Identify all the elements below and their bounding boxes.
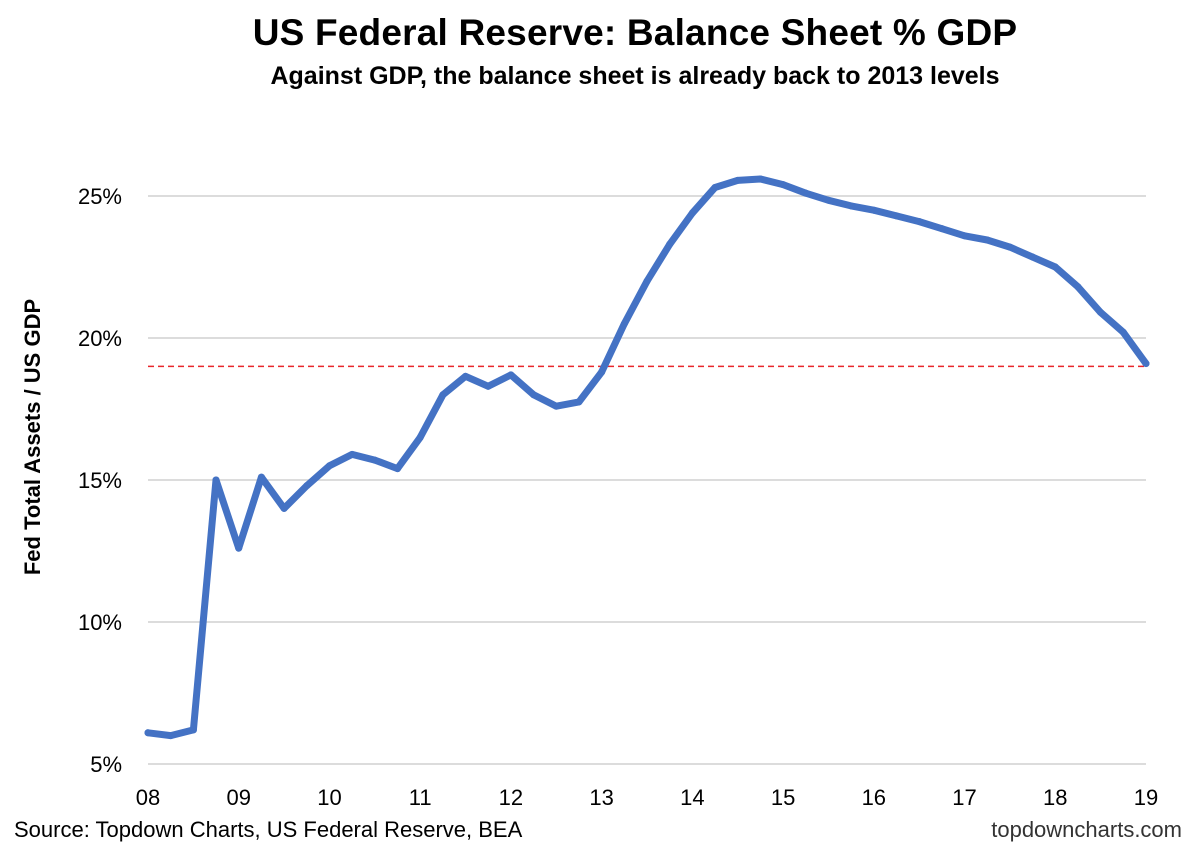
data-point: [598, 368, 606, 376]
y-tick-label: 15%: [78, 468, 122, 493]
data-point: [257, 473, 265, 481]
data-point: [1142, 360, 1150, 368]
data-point: [938, 225, 946, 233]
x-tick-label: 13: [589, 785, 613, 810]
data-point: [893, 212, 900, 220]
data-point: [552, 402, 560, 410]
data-point: [1119, 328, 1127, 336]
data-point: [1029, 253, 1037, 261]
data-point: [530, 391, 538, 399]
x-tick-label: 14: [680, 785, 704, 810]
x-tick-label: 16: [862, 785, 886, 810]
x-tick-label: 09: [226, 785, 250, 810]
data-point: [847, 202, 855, 210]
data-point: [779, 181, 787, 189]
data-point: [348, 450, 356, 458]
data-point: [280, 504, 288, 512]
data-point: [961, 232, 969, 240]
data-point: [303, 482, 311, 490]
x-tick-label: 12: [499, 785, 523, 810]
x-tick-label: 18: [1043, 785, 1067, 810]
watermark-text: topdowncharts.com: [991, 817, 1182, 842]
data-point: [734, 176, 742, 184]
data-point: [144, 729, 152, 737]
data-point: [711, 183, 719, 191]
x-tick-label: 10: [317, 785, 341, 810]
data-point: [1051, 263, 1059, 271]
data-point: [870, 206, 878, 214]
data-point: [620, 320, 628, 328]
data-point: [325, 462, 333, 470]
x-tick-label: 08: [136, 785, 160, 810]
x-tick-label: 11: [409, 785, 432, 810]
y-tick-label: 20%: [78, 326, 122, 351]
y-tick-label: 5%: [90, 752, 122, 777]
data-point: [824, 196, 832, 204]
data-point: [666, 240, 674, 248]
chart-subtitle: Against GDP, the balance sheet is alread…: [270, 62, 1000, 90]
data-point: [983, 236, 991, 244]
data-point: [212, 476, 220, 484]
data-point: [1074, 283, 1082, 291]
x-tick-label: 17: [952, 785, 976, 810]
chart-title: US Federal Reserve: Balance Sheet % GDP: [252, 12, 1018, 53]
data-point: [167, 732, 175, 740]
data-point: [394, 465, 401, 473]
source-note: Source: Topdown Charts, US Federal Reser…: [14, 817, 523, 842]
y-tick-label: 10%: [78, 610, 122, 635]
data-point: [643, 277, 651, 285]
data-point: [189, 726, 197, 734]
data-point: [688, 209, 696, 217]
data-point: [416, 433, 424, 441]
data-point: [462, 372, 470, 380]
data-point: [1097, 308, 1105, 316]
data-point: [915, 218, 923, 226]
data-point: [484, 382, 492, 390]
data-point: [575, 398, 583, 406]
data-point: [507, 371, 515, 379]
data-point: [371, 456, 379, 464]
series-line: [144, 175, 1150, 740]
data-point: [235, 544, 243, 552]
y-tick-label: 25%: [78, 184, 122, 209]
x-tick-label: 19: [1134, 785, 1158, 810]
data-point: [756, 175, 764, 183]
data-point: [1006, 243, 1014, 251]
data-point: [439, 391, 447, 399]
x-tick-label: 15: [771, 785, 795, 810]
data-point: [802, 189, 810, 197]
